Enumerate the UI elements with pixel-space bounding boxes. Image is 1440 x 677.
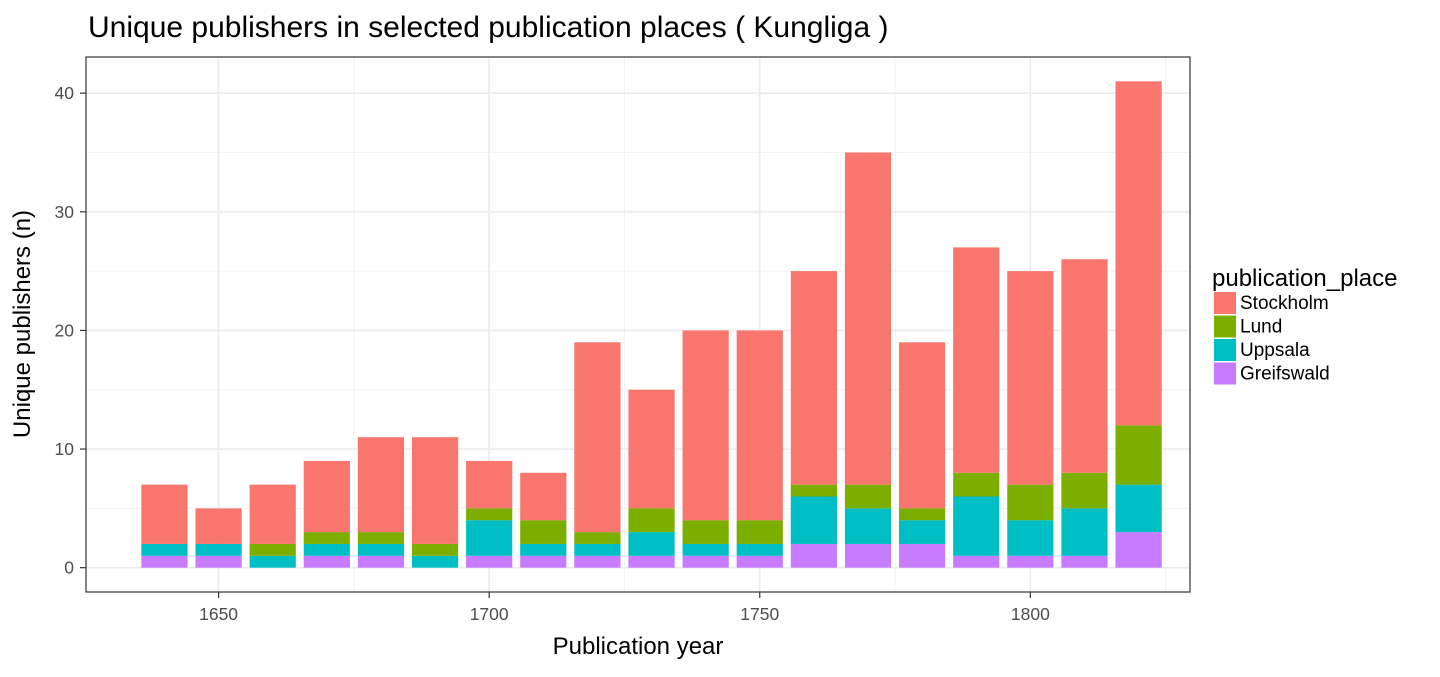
bar-uppsala-1660 xyxy=(249,555,296,568)
bar-uppsala-1820 xyxy=(1115,484,1162,533)
bar-stockholm-1810 xyxy=(1061,259,1108,473)
bar-stockholm-1640 xyxy=(141,484,188,544)
bar-uppsala-1740 xyxy=(682,543,729,556)
legend-key-stockholm xyxy=(1214,292,1236,314)
bar-greifswald-1730 xyxy=(628,555,675,568)
bar-uppsala-1780 xyxy=(899,520,946,544)
bar-greifswald-1700 xyxy=(466,555,513,568)
bar-lund-1690 xyxy=(411,543,459,556)
bar-uppsala-1810 xyxy=(1061,508,1108,556)
x-tick-label: 1700 xyxy=(470,604,509,624)
bar-uppsala-1770 xyxy=(844,508,892,544)
bar-lund-1700 xyxy=(466,508,513,521)
bar-uppsala-1720 xyxy=(574,543,621,556)
x-tick-label: 1750 xyxy=(740,604,779,624)
bar-stockholm-1760 xyxy=(790,271,837,485)
bar-stockholm-1780 xyxy=(899,342,946,509)
legend-key-lund xyxy=(1214,315,1236,338)
y-tick-label: 10 xyxy=(55,439,75,459)
bar-lund-1760 xyxy=(790,484,837,497)
bar-stockholm-1720 xyxy=(574,342,621,533)
y-tick-label: 30 xyxy=(55,202,75,222)
bar-greifswald-1820 xyxy=(1115,532,1162,568)
bar-lund-1660 xyxy=(249,543,296,556)
bar-lund-1820 xyxy=(1115,425,1162,485)
bar-uppsala-1800 xyxy=(1007,520,1054,556)
y-axis-title: Unique publishers (n) xyxy=(9,210,36,438)
bar-lund-1680 xyxy=(357,532,405,544)
bar-greifswald-1650 xyxy=(195,555,242,568)
bar-stockholm-1710 xyxy=(520,472,567,521)
x-tick-label: 1650 xyxy=(199,604,238,624)
bar-stockholm-1770 xyxy=(844,152,892,485)
y-tick-label: 40 xyxy=(55,83,75,103)
bar-greifswald-1710 xyxy=(520,555,567,568)
bar-lund-1750 xyxy=(736,520,783,544)
bar-uppsala-1650 xyxy=(195,543,242,556)
bar-greifswald-1810 xyxy=(1061,555,1108,568)
bar-lund-1670 xyxy=(303,532,350,544)
bar-stockholm-1690 xyxy=(411,437,459,544)
bar-uppsala-1680 xyxy=(357,543,405,556)
bar-lund-1740 xyxy=(682,520,729,544)
bar-stockholm-1650 xyxy=(195,508,242,544)
x-axis-title: Publication year xyxy=(553,633,724,660)
bar-lund-1780 xyxy=(899,508,946,521)
bar-stockholm-1660 xyxy=(249,484,296,544)
bar-greifswald-1790 xyxy=(953,555,1000,568)
plot-border xyxy=(85,56,1191,593)
bar-lund-1770 xyxy=(844,484,892,509)
y-tick-label: 0 xyxy=(64,558,74,578)
bar-lund-1800 xyxy=(1007,484,1054,521)
bar-lund-1720 xyxy=(574,532,621,544)
bar-stockholm-1700 xyxy=(466,460,513,509)
bar-greifswald-1740 xyxy=(682,555,729,568)
bar-stockholm-1730 xyxy=(628,389,675,509)
bar-stockholm-1750 xyxy=(736,330,783,521)
bar-stockholm-1740 xyxy=(682,330,729,521)
bar-uppsala-1670 xyxy=(303,543,350,556)
bar-stockholm-1680 xyxy=(357,437,405,533)
bar-stockholm-1820 xyxy=(1115,81,1162,426)
bar-greifswald-1670 xyxy=(303,555,350,568)
bar-greifswald-1770 xyxy=(844,543,892,568)
legend-label-uppsala: Uppsala xyxy=(1240,340,1310,361)
y-tick-label: 20 xyxy=(55,320,75,340)
legend-title: publication_place xyxy=(1212,265,1397,292)
bar-lund-1790 xyxy=(953,472,1000,497)
bar-stockholm-1670 xyxy=(303,460,350,533)
axes: 0 10 20 30 40 1650 1700 1750 1800 xyxy=(55,83,1051,624)
bar-uppsala-1640 xyxy=(141,543,188,556)
bar-greifswald-1680 xyxy=(357,555,405,568)
bar-greifswald-1750 xyxy=(736,555,783,568)
x-tick-label: 1800 xyxy=(1011,604,1050,624)
bar-uppsala-1700 xyxy=(466,520,513,556)
bar-uppsala-1790 xyxy=(953,496,1000,556)
bar-uppsala-1710 xyxy=(520,543,567,556)
bar-stockholm-1800 xyxy=(1007,271,1054,485)
bar-uppsala-1690 xyxy=(411,555,459,568)
legend-label-lund: Lund xyxy=(1240,317,1282,338)
bar-lund-1730 xyxy=(628,508,675,533)
bar-greifswald-1760 xyxy=(790,543,837,568)
bar-lund-1810 xyxy=(1061,472,1108,509)
bar-greifswald-1800 xyxy=(1007,555,1054,568)
bar-greifswald-1780 xyxy=(899,543,946,568)
bar-greifswald-1720 xyxy=(574,555,621,568)
bar-uppsala-1730 xyxy=(628,532,675,556)
legend-key-greifswald xyxy=(1214,362,1236,385)
bars xyxy=(141,81,1162,568)
bar-uppsala-1750 xyxy=(736,543,783,556)
bar-uppsala-1760 xyxy=(790,496,837,544)
bar-greifswald-1640 xyxy=(141,555,188,568)
legend-label-stockholm: Stockholm xyxy=(1240,293,1329,314)
legend-key-uppsala xyxy=(1214,339,1236,361)
bar-lund-1710 xyxy=(520,520,567,544)
bar-stockholm-1790 xyxy=(953,247,1000,473)
chart-title: Unique publishers in selected publicatio… xyxy=(88,11,888,44)
legend-label-greifswald: Greifswald xyxy=(1240,364,1330,385)
